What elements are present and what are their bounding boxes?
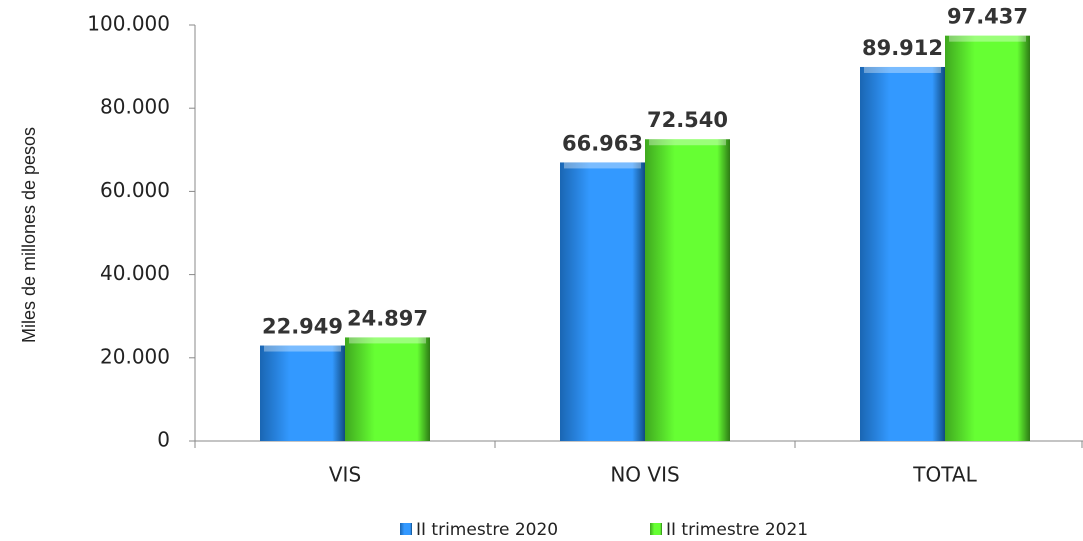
x-tick-label: TOTAL [912,463,977,487]
value-label: 66.963 [562,131,643,155]
y-tick-label: 60.000 [100,178,170,202]
value-label: 24.897 [347,306,428,330]
legend-swatch [400,523,412,535]
legend-label: II trimestre 2021 [666,520,808,540]
bar-top [649,139,726,146]
value-label: 97.437 [947,5,1028,29]
bar-top [864,66,941,73]
bar [345,337,430,441]
bar [945,35,1030,441]
bar-top [349,337,426,344]
bar [260,345,345,441]
y-tick-label: 20.000 [100,344,170,368]
x-tick-label: VIS [329,463,361,487]
y-axis-label: Miles de millones de pesos [19,127,39,343]
bar [860,66,945,442]
bar-top [564,162,641,169]
legend-label: II trimestre 2020 [416,520,558,540]
value-label: 72.540 [647,108,728,132]
bar-top [264,345,341,352]
y-tick-label: 80.000 [100,95,170,119]
y-tick-label: 100.000 [87,12,170,36]
y-tick-label: 0 [157,428,170,452]
value-label: 22.949 [262,315,343,339]
y-tick-label: 40.000 [100,261,170,285]
legend-swatch [650,523,662,535]
x-tick-label: NO VIS [610,463,679,487]
bar-top [949,35,1026,42]
bar [645,139,730,442]
value-label: 89.912 [862,36,943,60]
bar [560,162,645,442]
